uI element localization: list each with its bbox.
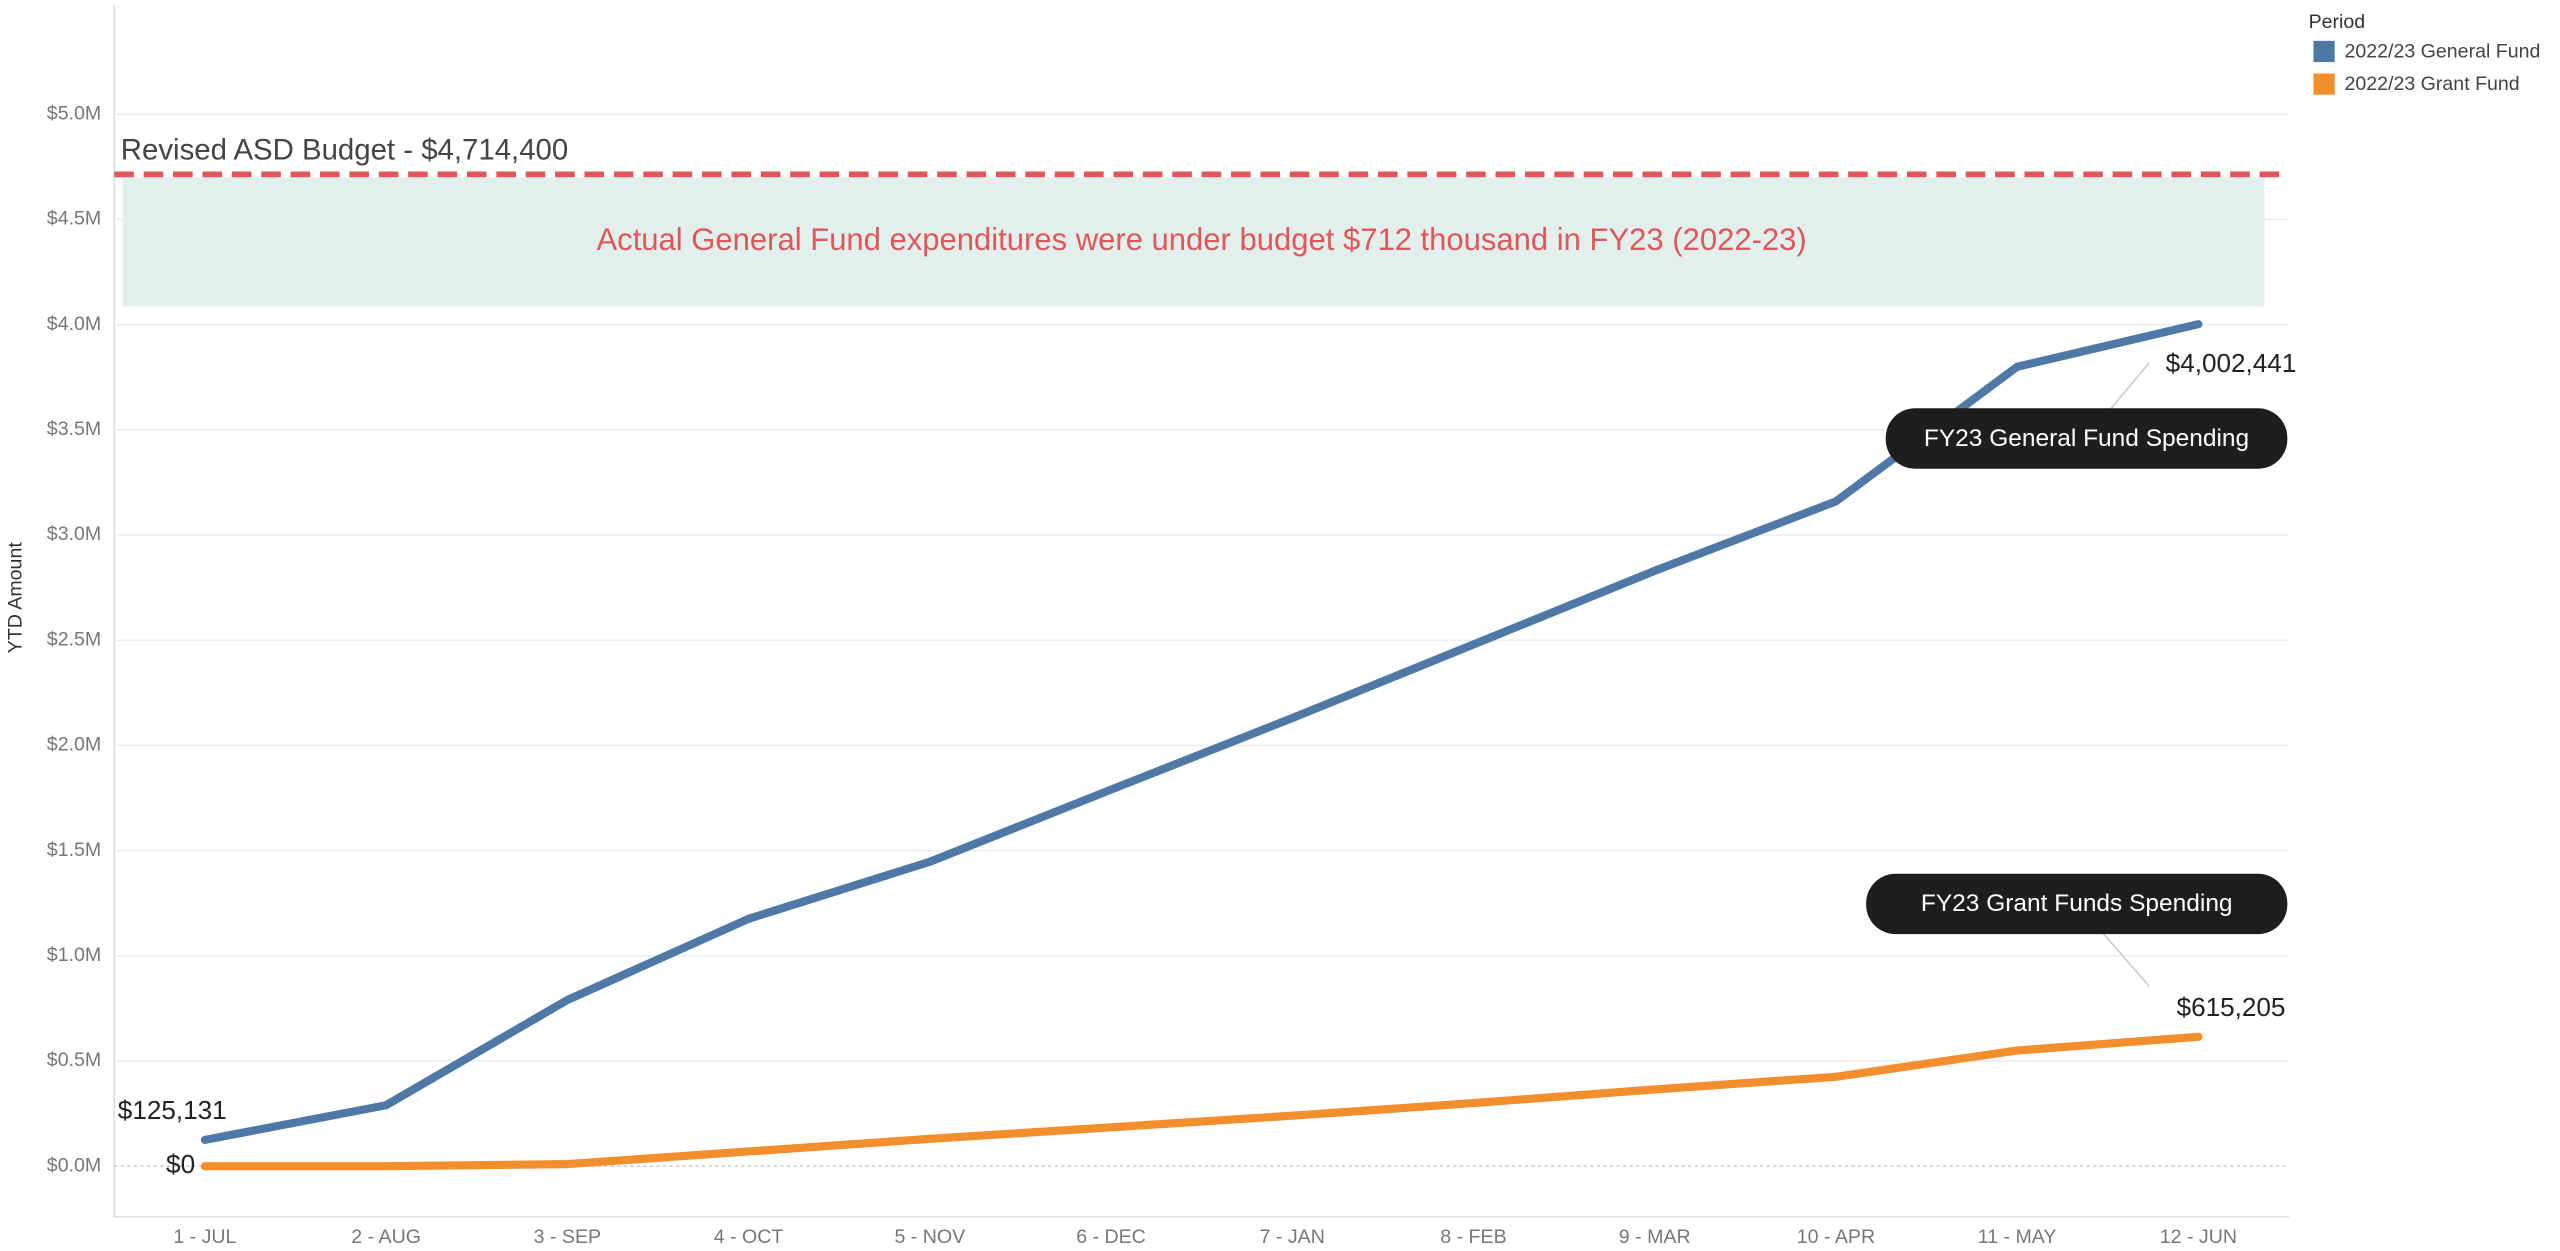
x-tick-label: 11 - MAY (1978, 1226, 2057, 1248)
data-label: $0 (166, 1149, 195, 1179)
legend-label: 2022/23 General Fund (2344, 40, 2540, 62)
legend-label: 2022/23 Grant Fund (2344, 73, 2519, 95)
x-tick-label: 6 - DEC (1076, 1226, 1146, 1248)
legend-swatch (2313, 73, 2335, 95)
data-label: $125,131 (118, 1095, 227, 1125)
data-label: $4,002,441 (2166, 348, 2297, 378)
x-tick-label: 4 - OCT (714, 1226, 784, 1248)
y-tick-label: $5.0M (47, 102, 101, 124)
legend-swatch (2313, 40, 2335, 63)
x-tick-label: 12 - JUN (2160, 1226, 2237, 1248)
legend-title: Period (2309, 11, 2366, 33)
x-tick-label: 3 - SEP (534, 1226, 601, 1248)
callout-box (1885, 408, 2288, 469)
y-tick-label: $2.5M (47, 628, 101, 650)
reference-band-label: Actual General Fund expenditures were un… (597, 222, 1807, 257)
y-tick-label: $1.5M (47, 839, 101, 861)
y-tick-label: $4.0M (47, 313, 101, 335)
x-tick-label: 1 - JUL (173, 1226, 236, 1248)
x-tick-label: 2 - AUG (351, 1226, 421, 1248)
y-tick-label: $2.0M (47, 734, 101, 756)
x-tick-label: 10 - APR (1797, 1226, 1875, 1248)
y-tick-label: $0.5M (47, 1049, 101, 1071)
series-line (200, 320, 2203, 1144)
y-tick-label: $3.0M (47, 523, 101, 545)
x-tick-label: 5 - NOV (894, 1226, 965, 1248)
x-tick-label: 9 - MAR (1619, 1226, 1691, 1248)
x-tick-label: 7 - JAN (1260, 1226, 1325, 1248)
reference-line-label: Revised ASD Budget - $4,714,400 (121, 133, 568, 166)
callout-box (1866, 873, 2288, 935)
y-tick-label: $4.5M (47, 208, 101, 230)
y-tick-label: $0.0M (47, 1154, 101, 1176)
callout-text: FY23 Grant Funds Spending (1921, 890, 2233, 917)
y-axis-label: YTD Amount (5, 542, 27, 654)
callout-text: FY23 General Fund Spending (1924, 425, 2249, 452)
reference-band (122, 177, 2265, 307)
y-tick-label: $1.0M (47, 944, 101, 966)
series-line (200, 1032, 2203, 1171)
y-tick-label: $3.5M (47, 418, 101, 440)
data-label: $615,205 (2177, 992, 2286, 1022)
x-tick-label: 8 - FEB (1440, 1226, 1506, 1248)
